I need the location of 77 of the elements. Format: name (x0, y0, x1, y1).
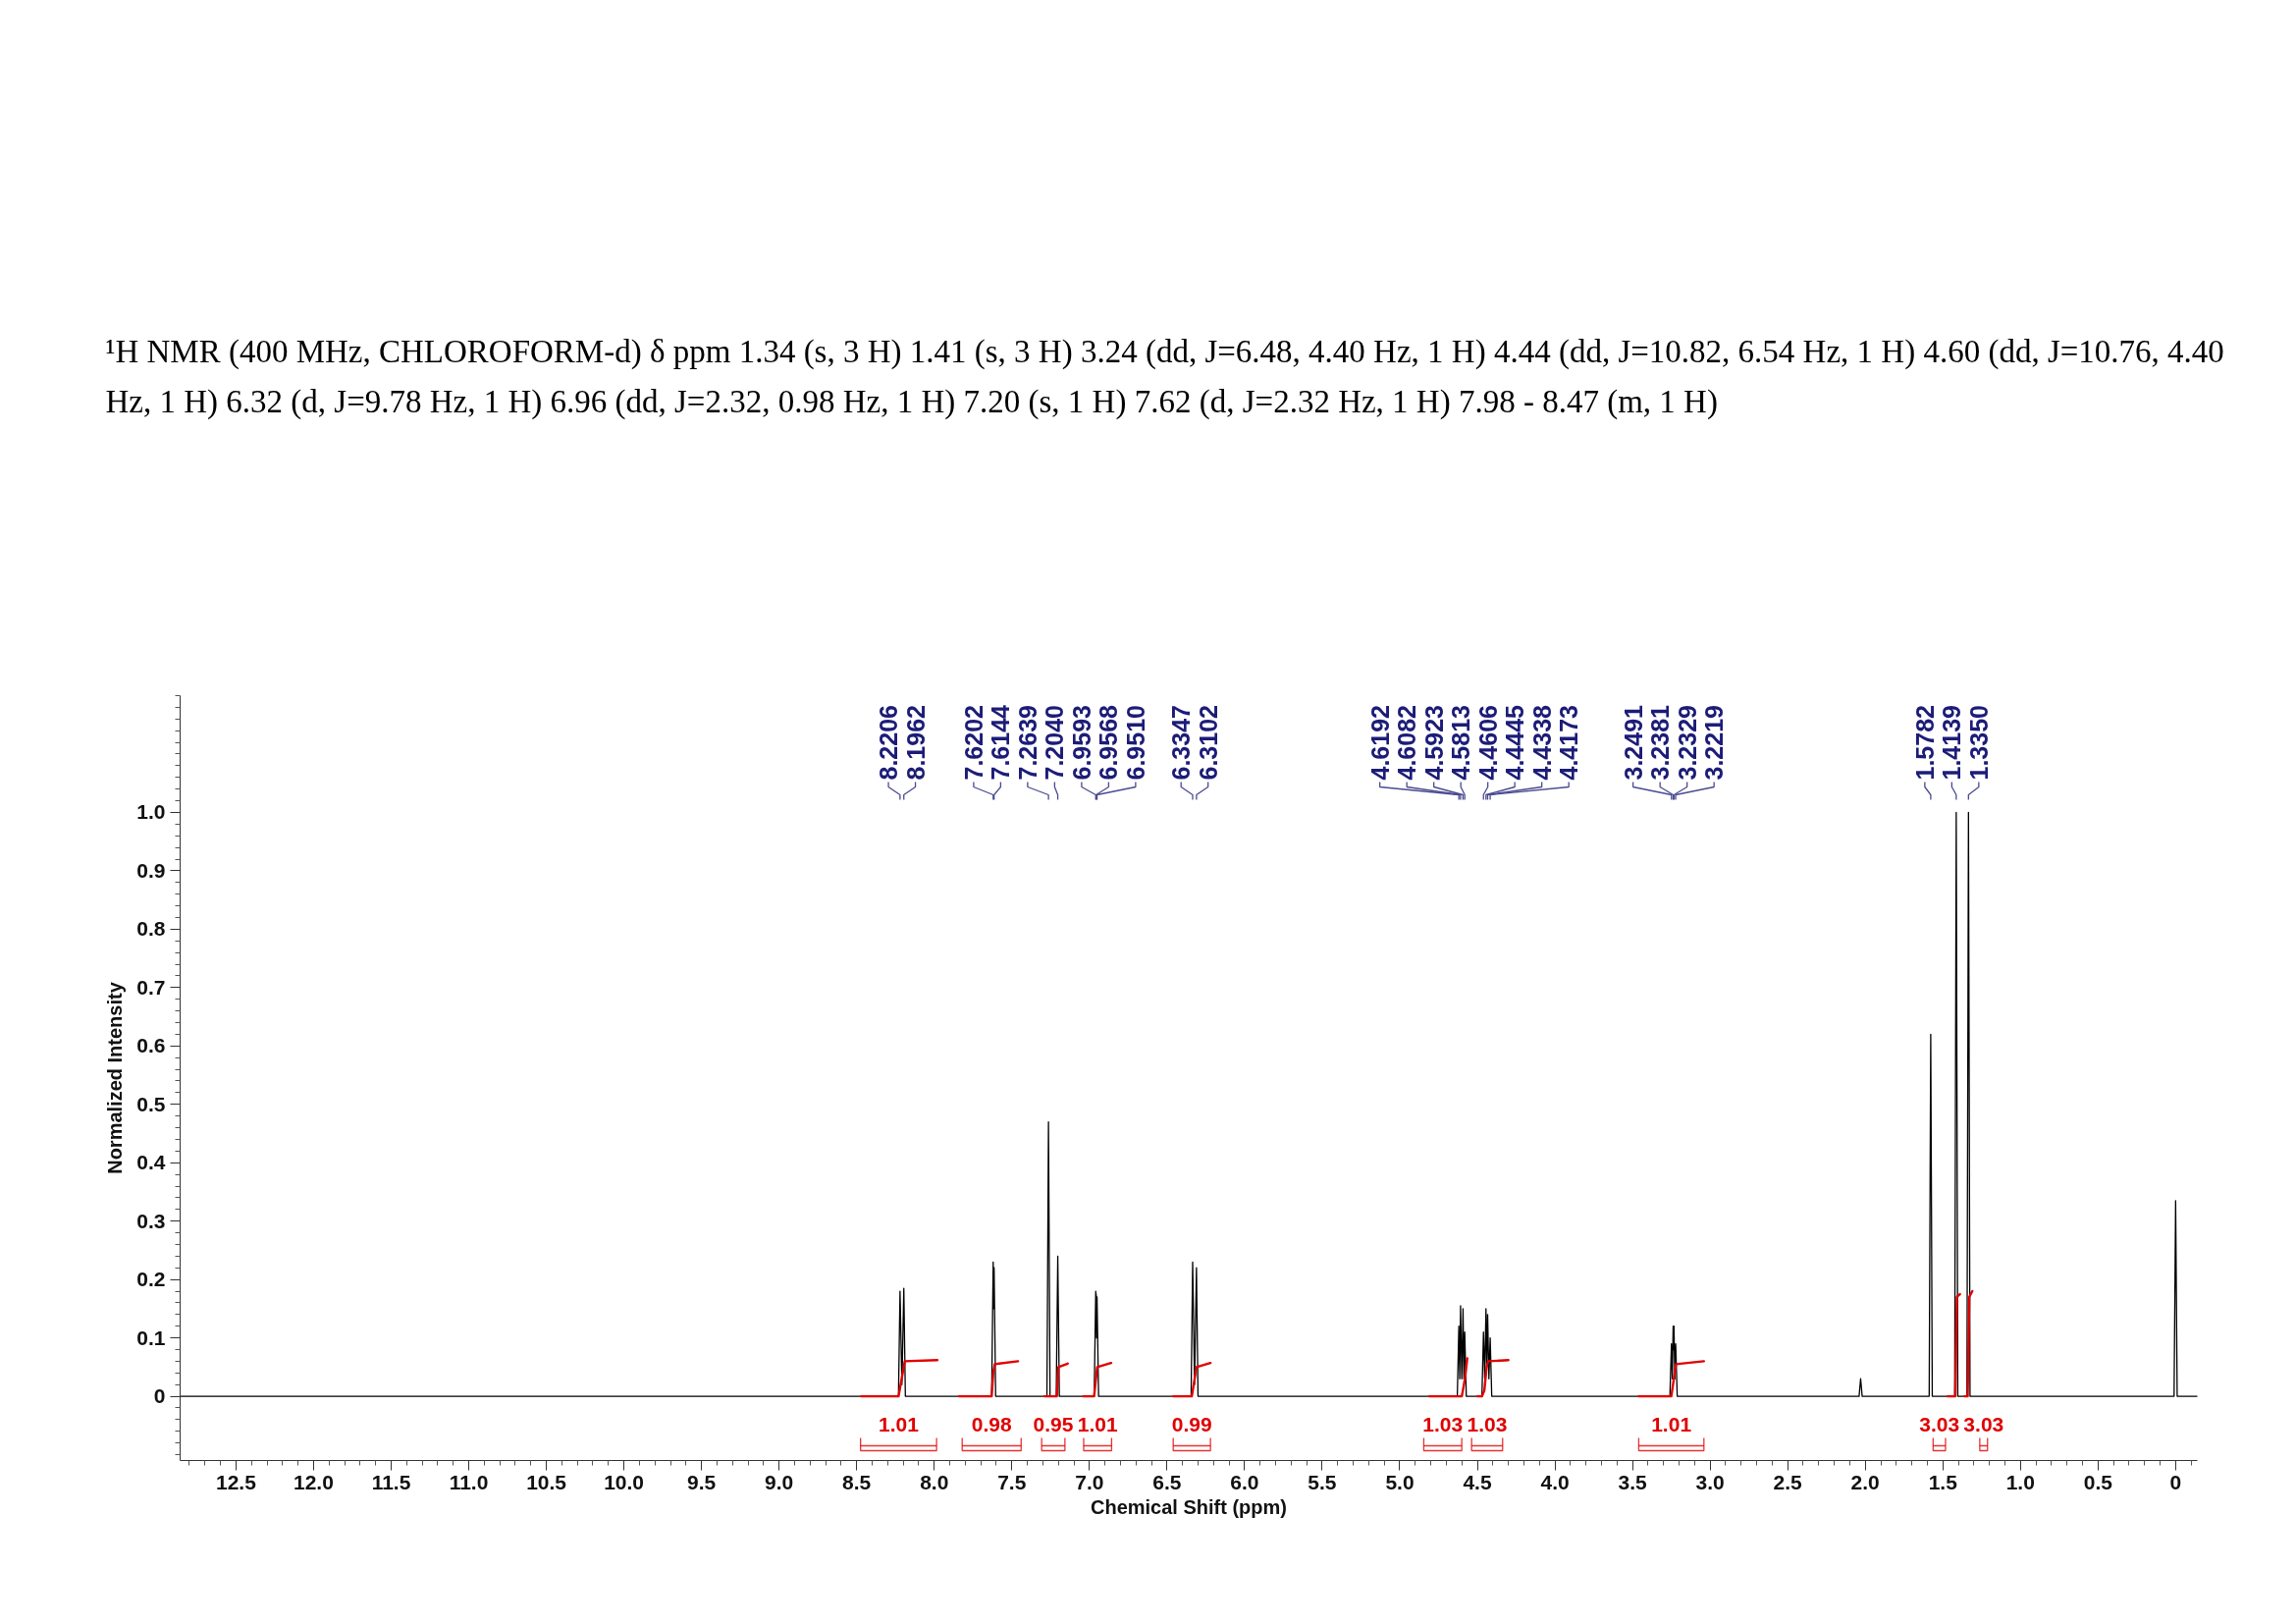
x-tick-label: 5.5 (1308, 1470, 1337, 1493)
annotation: 4.6192 (1365, 705, 1394, 781)
annotation: 6.3102 (1194, 705, 1222, 781)
annotation: 7.2639 (1013, 705, 1041, 781)
annotation: 0.99 (1171, 1412, 1212, 1435)
annotation: 4.4606 (1473, 705, 1502, 781)
x-tick-label: 4.0 (1540, 1470, 1570, 1493)
x-tick-label: 10.5 (526, 1470, 567, 1493)
annotation: 1.3350 (1964, 705, 1993, 781)
annotation: 3.2381 (1646, 704, 1675, 781)
x-tick-label: 6.0 (1230, 1470, 1259, 1493)
annotation: 1.01 (1077, 1412, 1118, 1435)
y-tick-label: 0.9 (136, 858, 166, 882)
x-tick-label: 6.5 (1152, 1470, 1182, 1493)
x-tick-label: 11.0 (449, 1470, 489, 1493)
annotation: 7.6144 (987, 704, 1015, 781)
y-tick-label: 1.0 (136, 800, 166, 824)
x-tick-label: 7.0 (1075, 1470, 1104, 1493)
x-tick-label: 5.0 (1385, 1470, 1415, 1493)
annotation: 0.98 (971, 1412, 1012, 1435)
y-axis-title: Normalized Intensity (104, 981, 127, 1174)
annotation: 7.2040 (1041, 705, 1069, 781)
annotation: 3.03 (1963, 1412, 2004, 1435)
y-tick-label: 0.4 (136, 1151, 166, 1174)
annotation: 0.95 (1033, 1412, 1074, 1435)
x-tick-label: 1.0 (2005, 1470, 2035, 1493)
y-tick-label: 0 (153, 1384, 166, 1408)
annotation: 3.2491 (1619, 704, 1647, 781)
x-tick-label: 1.5 (1928, 1470, 1958, 1493)
annotation: 8.1962 (901, 705, 930, 781)
annotation: 3.03 (1919, 1412, 1960, 1435)
annotation: 4.5813 (1447, 705, 1475, 781)
y-tick-label: 0.5 (136, 1092, 166, 1115)
x-tick-label: 7.5 (997, 1470, 1027, 1493)
y-tick-label: 0.7 (136, 975, 166, 999)
annotation: 1.03 (1422, 1412, 1464, 1435)
annotation: 3.2329 (1673, 705, 1701, 781)
annotation: 1.03 (1467, 1412, 1508, 1435)
annotation: 1.5782 (1910, 705, 1939, 781)
annotation: 4.6082 (1393, 705, 1421, 781)
x-tick-label: 8.5 (842, 1470, 872, 1493)
annotation: 6.9510 (1121, 705, 1149, 781)
x-tick-label: 3.0 (1695, 1470, 1725, 1493)
x-tick-label: 0 (2169, 1470, 2182, 1493)
annotation: 1.01 (1651, 1412, 1692, 1435)
annotation: 4.5923 (1419, 705, 1448, 781)
x-tick-label: 11.5 (371, 1470, 411, 1493)
annotation: 6.3347 (1167, 705, 1196, 781)
x-tick-label: 8.0 (920, 1470, 949, 1493)
x-tick-label: 3.5 (1618, 1470, 1648, 1493)
x-tick-label: 4.5 (1463, 1470, 1492, 1493)
x-axis-title: Chemical Shift (ppm) (1091, 1495, 1288, 1518)
annotation: 7.6202 (959, 705, 988, 781)
annotation: 4.4445 (1501, 704, 1529, 781)
chart-title: ¹H NMR (400 MHz, CHLOROFORM-d) δ ppm 1.34 (s, 3 H) 1.41 (s, 3 H) 3.24 (dd, J=6.48, 4.40 Hz, 1 H) 4.44 (dd, J=10.82, 6.54 Hz, 1 H) 4.60 (dd, J=10.76, 4.40 Hz, 1 H) 6.32 (d, J=9.78 Hz, 1 H) 6.96 (dd, J=2.32, 0.98 Hz, 1 H) 7.20 (s, 1 H) 7.62 (d, J=2.32 Hz, 1 H) 7.98 - 8.47 (m, 1 H) (105, 334, 2224, 420)
annotation: 1.01 (878, 1412, 920, 1435)
x-tick-label: 2.5 (1773, 1470, 1803, 1493)
annotation: 4.4338 (1527, 704, 1556, 781)
x-tick-label: 12.5 (215, 1470, 257, 1493)
y-tick-label: 0.2 (136, 1268, 166, 1291)
x-tick-label: 12.0 (294, 1470, 334, 1493)
y-tick-label: 0.6 (136, 1034, 166, 1057)
annotation: 4.4173 (1555, 705, 1583, 781)
y-tick-label: 0.8 (136, 917, 166, 941)
x-tick-label: 9.0 (765, 1470, 794, 1493)
annotation: 3.2219 (1700, 705, 1729, 781)
x-tick-label: 2.0 (1850, 1470, 1880, 1493)
y-tick-label: 0.3 (136, 1209, 166, 1232)
annotation: 6.9568 (1095, 704, 1123, 781)
line-series (180, 811, 2198, 1397)
y-tick-label: 0.1 (136, 1325, 166, 1349)
x-tick-label: 10.0 (604, 1470, 645, 1493)
annotation: 6.9593 (1067, 705, 1095, 781)
x-tick-label: 9.5 (687, 1470, 717, 1493)
annotation: 8.2206 (875, 705, 903, 781)
x-tick-label: 0.5 (2083, 1470, 2113, 1493)
annotation: 1.4139 (1938, 705, 1966, 781)
